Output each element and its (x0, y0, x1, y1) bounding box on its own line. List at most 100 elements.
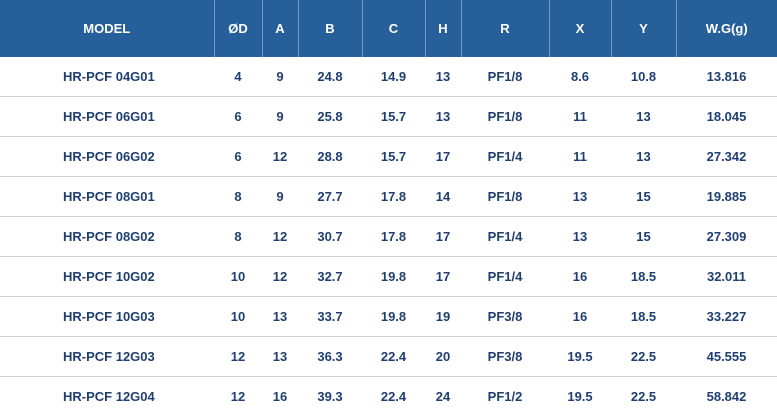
cell-h: 19 (425, 297, 461, 337)
cell-y: 18.5 (611, 257, 676, 297)
cell-a: 13 (262, 337, 298, 377)
cell-diameter: 12 (214, 377, 262, 416)
cell-diameter: 6 (214, 97, 262, 137)
cell-x: 13 (549, 177, 611, 217)
cell-h: 17 (425, 257, 461, 297)
cell-c: 19.8 (362, 257, 425, 297)
cell-x: 8.6 (549, 57, 611, 97)
cell-b: 28.8 (298, 137, 362, 177)
cell-a: 12 (262, 257, 298, 297)
cell-h: 17 (425, 137, 461, 177)
cell-model: HR-PCF 10G02 (0, 257, 214, 297)
cell-b: 32.7 (298, 257, 362, 297)
cell-weight: 13.816 (676, 57, 777, 97)
cell-h: 24 (425, 377, 461, 416)
cell-x: 19.5 (549, 377, 611, 416)
cell-model: HR-PCF 10G03 (0, 297, 214, 337)
header-diameter: ØD (214, 0, 262, 57)
header-model: MODEL (0, 0, 214, 57)
cell-diameter: 10 (214, 297, 262, 337)
cell-r: PF1/4 (461, 257, 549, 297)
table-header: MODEL ØD A B C H R X Y W.G(g) (0, 0, 777, 57)
cell-a: 9 (262, 57, 298, 97)
cell-h: 13 (425, 57, 461, 97)
cell-c: 15.7 (362, 137, 425, 177)
cell-y: 18.5 (611, 297, 676, 337)
cell-c: 17.8 (362, 217, 425, 257)
header-h: H (425, 0, 461, 57)
cell-b: 30.7 (298, 217, 362, 257)
cell-b: 33.7 (298, 297, 362, 337)
cell-diameter: 12 (214, 337, 262, 377)
cell-h: 17 (425, 217, 461, 257)
cell-x: 16 (549, 297, 611, 337)
cell-b: 24.8 (298, 57, 362, 97)
cell-c: 15.7 (362, 97, 425, 137)
cell-diameter: 4 (214, 57, 262, 97)
cell-model: HR-PCF 12G04 (0, 377, 214, 416)
cell-weight: 45.555 (676, 337, 777, 377)
cell-a: 9 (262, 177, 298, 217)
cell-y: 13 (611, 97, 676, 137)
cell-diameter: 8 (214, 217, 262, 257)
cell-c: 22.4 (362, 377, 425, 416)
cell-model: HR-PCF 04G01 (0, 57, 214, 97)
cell-weight: 27.309 (676, 217, 777, 257)
cell-weight: 19.885 (676, 177, 777, 217)
cell-a: 12 (262, 217, 298, 257)
cell-y: 15 (611, 177, 676, 217)
cell-x: 19.5 (549, 337, 611, 377)
cell-weight: 27.342 (676, 137, 777, 177)
cell-r: PF1/8 (461, 177, 549, 217)
cell-a: 16 (262, 377, 298, 416)
cell-h: 14 (425, 177, 461, 217)
cell-b: 27.7 (298, 177, 362, 217)
cell-r: PF3/8 (461, 297, 549, 337)
cell-diameter: 8 (214, 177, 262, 217)
cell-x: 11 (549, 97, 611, 137)
cell-c: 19.8 (362, 297, 425, 337)
header-b: B (298, 0, 362, 57)
cell-y: 15 (611, 217, 676, 257)
cell-r: PF1/2 (461, 377, 549, 416)
cell-weight: 18.045 (676, 97, 777, 137)
cell-r: PF1/4 (461, 137, 549, 177)
cell-y: 13 (611, 137, 676, 177)
cell-weight: 33.227 (676, 297, 777, 337)
cell-r: PF1/8 (461, 57, 549, 97)
cell-r: PF3/8 (461, 337, 549, 377)
header-x: X (549, 0, 611, 57)
cell-r: PF1/8 (461, 97, 549, 137)
cell-model: HR-PCF 12G03 (0, 337, 214, 377)
cell-model: HR-PCF 08G01 (0, 177, 214, 217)
cell-b: 25.8 (298, 97, 362, 137)
header-a: A (262, 0, 298, 57)
cell-h: 13 (425, 97, 461, 137)
cell-x: 11 (549, 137, 611, 177)
cell-r: PF1/4 (461, 217, 549, 257)
cell-x: 13 (549, 217, 611, 257)
cell-diameter: 10 (214, 257, 262, 297)
cell-x: 16 (549, 257, 611, 297)
cell-model: HR-PCF 06G02 (0, 137, 214, 177)
cell-y: 22.5 (611, 337, 676, 377)
cell-model: HR-PCF 08G02 (0, 217, 214, 257)
cell-c: 17.8 (362, 177, 425, 217)
cell-a: 12 (262, 137, 298, 177)
cell-c: 22.4 (362, 337, 425, 377)
cell-b: 36.3 (298, 337, 362, 377)
header-c: C (362, 0, 425, 57)
cell-model: HR-PCF 06G01 (0, 97, 214, 137)
cell-weight: 32.011 (676, 257, 777, 297)
cell-b: 39.3 (298, 377, 362, 416)
cell-a: 9 (262, 97, 298, 137)
